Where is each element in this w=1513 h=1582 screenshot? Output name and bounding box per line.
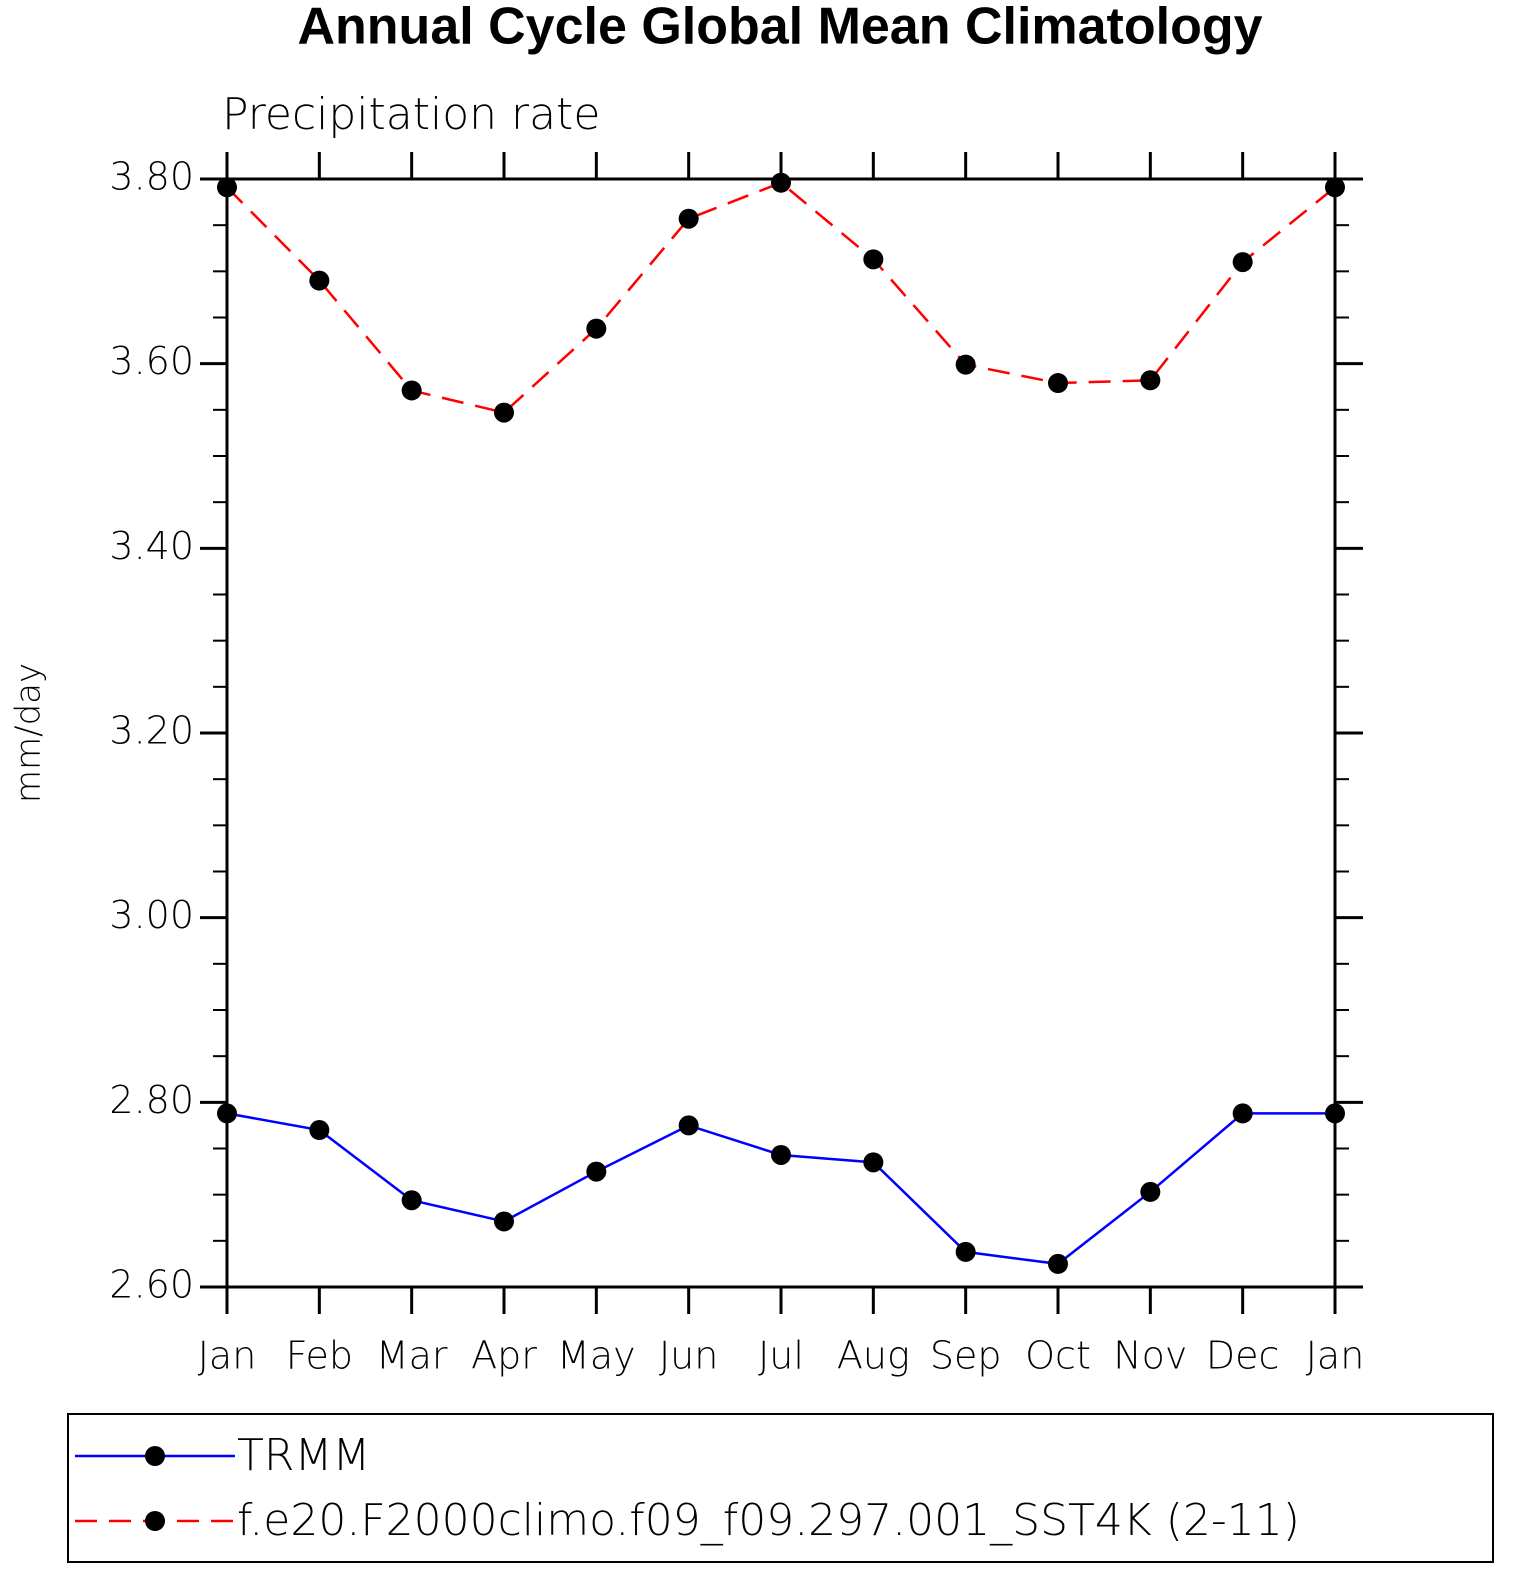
series-line [226, 181, 1336, 414]
x-tick-label: Jan [1306, 1334, 1365, 1378]
data-point [217, 177, 237, 198]
data-point [494, 402, 514, 423]
legend-box [67, 1413, 1494, 1563]
data-point [1232, 252, 1253, 273]
data-point [1140, 1181, 1161, 1202]
y-tick-label: 3.40 [109, 524, 194, 568]
x-tick-label: Sep [930, 1334, 1002, 1378]
data-point [494, 1211, 514, 1232]
data-point [678, 1115, 699, 1136]
data-point [401, 1190, 422, 1211]
y-tick-label: 3.20 [109, 709, 194, 753]
series-line [226, 1112, 1335, 1266]
subtitle: Precipitation rate [222, 89, 600, 140]
data-point [309, 270, 330, 291]
data-point [309, 1120, 330, 1141]
data-point [771, 172, 791, 193]
y-tick-label: 3.60 [109, 339, 194, 383]
data-point [1140, 370, 1161, 391]
data-point [586, 1161, 607, 1182]
y-tick-label: 2.80 [109, 1078, 194, 1122]
x-tick-label: Jun [659, 1334, 718, 1378]
data-point [863, 249, 884, 270]
y-tick-label: 2.60 [109, 1263, 194, 1307]
data-point [955, 1241, 976, 1262]
data-point [1325, 177, 1345, 198]
x-tick-label: Dec [1206, 1334, 1280, 1378]
x-tick-label: Oct [1025, 1334, 1091, 1378]
x-tick-label: Jul [758, 1334, 804, 1378]
data-point [586, 318, 607, 339]
x-tick-label: Jan [198, 1334, 257, 1378]
data-point [1232, 1103, 1253, 1124]
y-tick-label: 3.80 [109, 155, 194, 199]
x-tick-label: Mar [376, 1334, 448, 1378]
plot-frame [225, 177, 1337, 1289]
data-point [217, 1103, 237, 1124]
legend-label: f.e20.F2000climo.f09_f09.297.001_SST4K (… [237, 1495, 1300, 1546]
data-point [1325, 1103, 1345, 1124]
x-tick-label: Feb [286, 1334, 353, 1378]
data-point [955, 354, 976, 375]
data-point [678, 208, 699, 229]
y-axis-label: mm/day [9, 663, 49, 803]
y-tick-label: 3.00 [109, 893, 194, 937]
x-tick-label: Nov [1113, 1334, 1187, 1378]
x-tick-label: May [557, 1334, 636, 1378]
data-point [1048, 373, 1068, 394]
chart-title: Annual Cycle Global Mean Climatology [297, 0, 1262, 56]
data-point [401, 380, 422, 401]
legend-marker [145, 1446, 165, 1466]
legend-label: TRMM [237, 1430, 370, 1481]
data-point [863, 1152, 884, 1173]
x-tick-label: Aug [837, 1334, 910, 1378]
data-point [771, 1144, 791, 1165]
x-tick-label: Apr [471, 1334, 537, 1378]
legend-marker [145, 1511, 165, 1531]
data-point [1048, 1253, 1068, 1274]
